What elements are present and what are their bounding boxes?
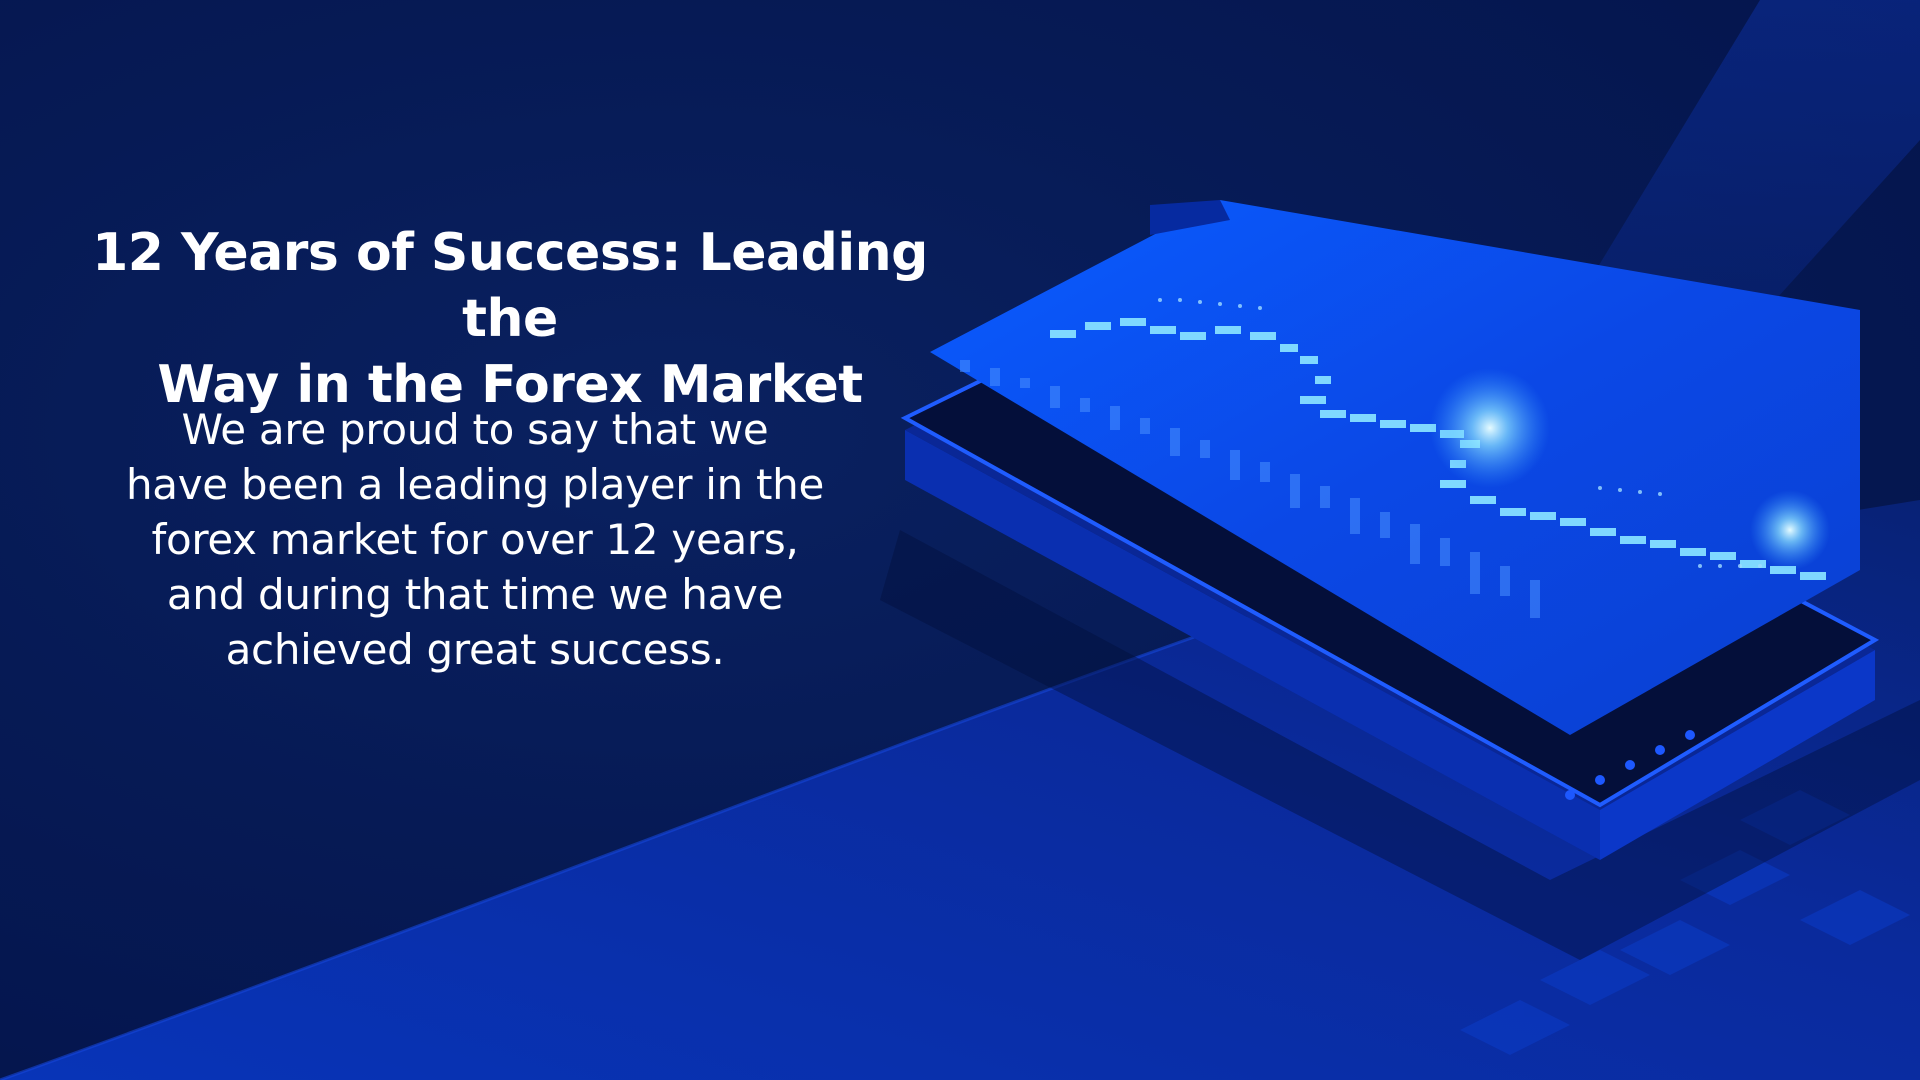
body-line-4: and during that time we have	[166, 570, 784, 619]
body-line-3: forex market for over 12 years,	[151, 515, 799, 564]
headline-line-2: Way in the Forex Market	[157, 355, 863, 415]
body-line-2: have been a leading player in the	[125, 460, 825, 509]
body-line-5: achieved great success.	[225, 625, 725, 674]
headline-line-1: 12 Years of Success: Leading the	[92, 223, 928, 349]
body-paragraph: We are proud to say that we have been a …	[40, 402, 910, 677]
body-line-1: We are proud to say that we	[181, 405, 769, 454]
headline: 12 Years of Success: Leading the Way in …	[40, 220, 980, 418]
